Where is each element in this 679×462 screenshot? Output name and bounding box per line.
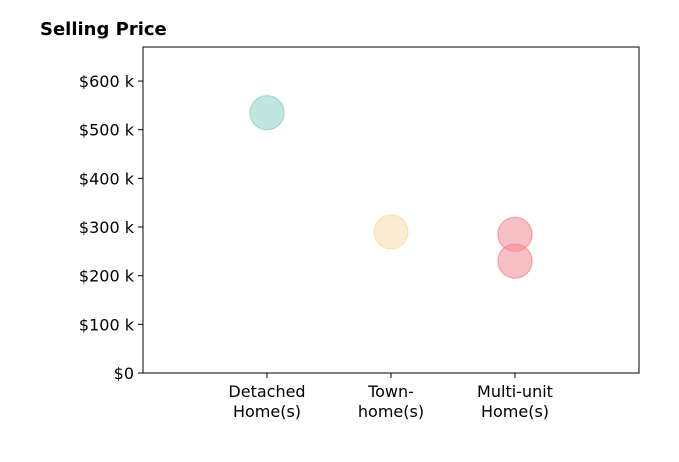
y-tick-label: $300 k xyxy=(79,218,135,237)
chart-title: Selling Price xyxy=(40,19,167,40)
data-point xyxy=(497,243,533,279)
y-tick-label: $0 xyxy=(114,364,134,383)
y-tick-label: $100 k xyxy=(79,315,135,334)
plot-area: $0 $100 k $200 k $300 k $400 k $500 k $600 k De… xyxy=(79,46,640,421)
data-point xyxy=(249,95,285,131)
x-tick-label: Multi-unit xyxy=(477,382,553,401)
plot-frame xyxy=(142,46,640,374)
x-tick-label: Home(s) xyxy=(233,402,301,421)
x-tick-label: Detached xyxy=(228,382,305,401)
y-tick-label: $500 k xyxy=(79,121,135,140)
x-tick-label: Home(s) xyxy=(481,402,549,421)
x-tick-label: Town- xyxy=(367,382,414,401)
y-tick-label: $200 k xyxy=(79,267,135,286)
x-tick-label: home(s) xyxy=(358,402,424,421)
data-point xyxy=(373,214,409,250)
y-tick-label: $600 k xyxy=(79,72,135,91)
y-tick-label: $400 k xyxy=(79,169,135,188)
